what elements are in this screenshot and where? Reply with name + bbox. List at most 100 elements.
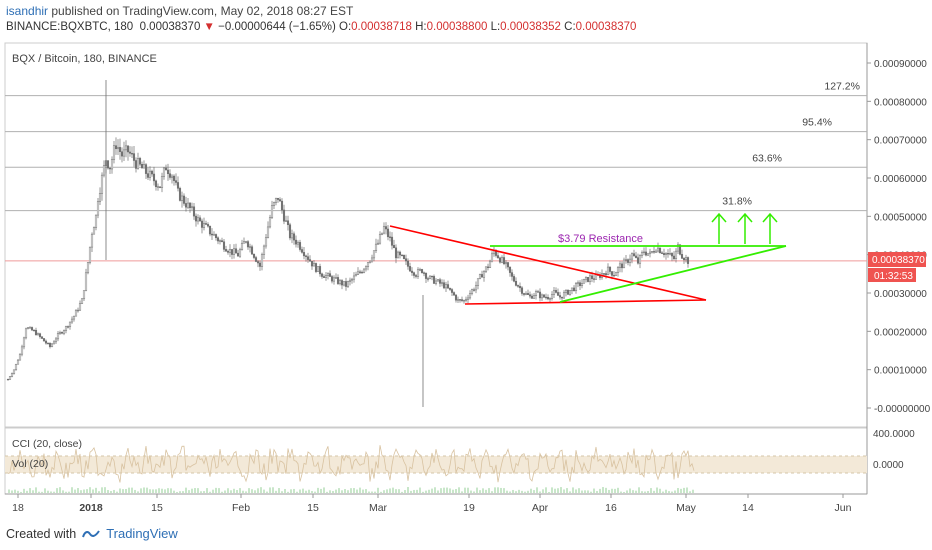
red-trendline-lower[interactable] [464,299,707,305]
candle-body [204,223,208,225]
candle-body [242,241,246,244]
candle-body [578,282,582,286]
time-axis[interactable]: 18 2018 15 Feb 15 Mar 19 Apr 16 May 14 Jun [12,494,852,514]
volume-bar [242,490,244,493]
volume-bar [257,488,259,493]
down-arrow-icon: ▼ [203,21,215,33]
candle-body [108,167,112,170]
candle-body [172,175,176,181]
candle-body [300,249,304,253]
candle-body [66,326,70,328]
candle-body [218,240,222,242]
candle-body [500,257,504,263]
candle-body [74,309,78,317]
tradingview-link[interactable]: TradingView [106,526,178,541]
volume-bar [215,487,217,493]
candle-body [518,286,522,289]
candle-body [434,280,438,284]
volume-bar [299,489,301,493]
candle-body [290,233,294,239]
volume-bar [461,491,463,493]
candle-body [478,274,482,279]
candle-body [668,253,672,255]
volume-bar [80,490,82,493]
candle-body [310,260,314,267]
candle-body [670,253,674,257]
candle-body [514,280,518,286]
volume-bar [137,491,139,493]
volume-bar [77,488,79,493]
main-pane[interactable] [4,42,868,428]
volume-bar [557,488,559,493]
red-trendline-upper[interactable] [389,225,707,301]
price-axis[interactable]: 0.00090000 0.00080000 0.00070000 0.00060000… [867,59,931,415]
candle-body [430,275,434,278]
candle-body [12,369,16,374]
candle-body [122,149,126,157]
candle-body [264,237,268,247]
volume-bar [419,487,421,493]
vol-label: Vol (20) [12,458,48,470]
volume-bar [74,489,76,493]
volume-bar [125,488,127,493]
volume-bar [686,487,688,493]
candle-body [142,164,146,169]
candle-body [388,236,392,238]
x-tick-label: 15 [307,502,319,514]
volume-bar [677,488,679,493]
candle-body [16,359,20,365]
volume-bar [377,487,379,493]
x-tick-label: May [676,502,697,514]
candle-body [90,233,94,248]
author-name[interactable]: isandhir [6,4,49,18]
last-price: 0.00038370 [139,21,201,33]
candle-body [60,332,64,334]
volume-bar [335,489,337,493]
chart-legend: BQX / Bitcoin, 180, BINANCE [12,53,157,65]
volume-bar [566,488,568,493]
volume-bar [149,489,151,493]
candle-body [334,277,338,279]
volume-bar [230,490,232,493]
candle-body [56,333,60,340]
volume-bar [449,488,451,493]
candle-body [586,277,590,282]
volume-bar [83,489,85,493]
volume-bar [608,489,610,493]
candle-body [628,258,632,263]
candle-body [552,290,556,295]
volume-bar [371,491,373,493]
candle-body [356,271,360,275]
candle-body [28,327,32,329]
candle-body [212,234,216,236]
green-support-line[interactable] [559,245,787,303]
volume-bar [317,487,319,493]
candle-body [96,201,100,216]
candle-body [100,174,104,194]
volume-bar [590,491,592,493]
candle-body [378,234,382,244]
candle-body [258,262,262,267]
volume-bar [179,491,181,493]
candle-body [400,254,404,257]
candle-body [408,266,412,272]
x-tick-label: Feb [232,502,250,514]
volume-bar [665,489,667,493]
volume-bar [266,491,268,493]
candle-body [530,295,534,299]
candle-body [532,295,536,299]
candle-body [190,206,194,209]
candle-body [268,217,272,228]
candle-body [344,281,348,287]
candle-body [650,251,654,253]
volume-bar [629,488,631,493]
y-tick-label: 0.00030000 [874,289,927,300]
volume-bar [68,491,70,493]
candle-body [560,296,564,299]
volume-bar [650,488,652,493]
price-badge: 0.00038370 [872,255,925,266]
candle-body [24,328,28,339]
volume-bar [455,489,457,493]
candle-body [246,241,250,248]
